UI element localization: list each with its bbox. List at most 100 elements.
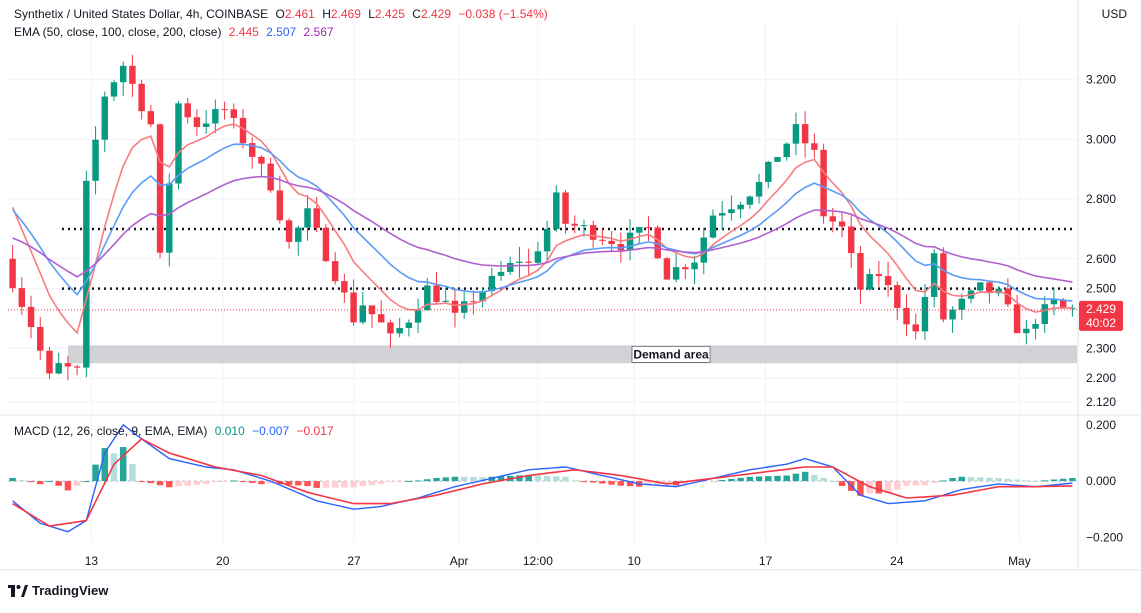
macd-histogram-bar [202, 481, 210, 485]
last-price-badge [1079, 300, 1123, 331]
candle-body [331, 261, 339, 282]
macd-signal-value: −0.017 [296, 424, 334, 438]
candle-body [1023, 328, 1030, 334]
currency-label: USD [1101, 7, 1127, 21]
candle-body [166, 183, 173, 253]
macd-histogram-bar [405, 480, 413, 482]
macd-histogram-bar [746, 476, 754, 482]
macd-histogram-bar [571, 480, 578, 482]
macd-histogram-bar [967, 477, 975, 482]
candle-body [682, 267, 689, 270]
close-label: C [412, 7, 421, 21]
macd-histogram-bar [709, 481, 717, 483]
candle-body [1041, 304, 1048, 325]
candle-body [728, 209, 735, 214]
time-tick-label: May [1008, 554, 1031, 568]
candle-body [55, 363, 62, 374]
macd-histogram-bar [470, 477, 477, 482]
candle-body [774, 157, 781, 162]
demand-label-box [631, 346, 711, 363]
price-tick-label: 2.600 [1086, 252, 1116, 266]
macd-histogram-bar [55, 481, 62, 486]
macd-histogram-bar [1050, 479, 1058, 482]
candle-body [129, 65, 136, 84]
candle-body [230, 109, 238, 118]
candle-body [414, 310, 422, 323]
macd-histogram-bar [995, 477, 1002, 482]
candle-body [433, 285, 440, 302]
macd-histogram-bar [534, 475, 542, 482]
ema-200-line [12, 175, 1073, 283]
low-value: 2.425 [374, 7, 405, 21]
candle-body [202, 123, 210, 127]
macd-histogram-bar [801, 471, 809, 482]
macd-histogram-bar [838, 481, 846, 486]
macd-histogram-bar [313, 481, 320, 488]
candle-body [359, 305, 367, 323]
price-tick-label: 2.500 [1086, 282, 1116, 296]
candle-body [18, 288, 26, 307]
ema-50-line [11, 123, 1073, 335]
candle-body [553, 192, 560, 229]
macd-histogram-bar [37, 481, 44, 485]
macd-histogram-bar [1041, 480, 1048, 482]
macd-histogram-bar [543, 475, 551, 482]
macd-histogram-bar [949, 477, 956, 482]
candle-body [580, 225, 588, 227]
candle-body [147, 111, 155, 125]
macd-histogram-bar [1059, 478, 1067, 482]
macd-histogram-bar [525, 474, 532, 482]
candle-body [921, 296, 929, 332]
candle-body [497, 271, 505, 276]
candle-body [672, 267, 680, 280]
macd-tick-label: 0.200 [1086, 418, 1116, 432]
tradingview-logo[interactable]: TradingView [8, 583, 108, 598]
candle-body [829, 216, 837, 222]
high-label: H [322, 7, 331, 21]
ema200-value: 2.567 [303, 25, 334, 39]
candle-body [543, 228, 551, 252]
candle-body [424, 285, 431, 311]
candle-body [930, 253, 938, 297]
macd-histogram-bar [921, 481, 929, 486]
candle-body [193, 117, 201, 127]
candle-body [221, 109, 228, 111]
candle-body [304, 208, 311, 228]
candle-body [451, 300, 459, 313]
macd-line-value: −0.007 [252, 424, 290, 438]
macd-histogram-bar [166, 481, 173, 488]
macd-histogram-bar [958, 476, 966, 482]
candle-body [156, 124, 164, 253]
macd-histogram-bar [451, 476, 459, 482]
candle-body [912, 324, 919, 332]
candle-body [1013, 304, 1021, 334]
macd-histogram-bar [737, 477, 744, 482]
candle-body [894, 285, 901, 308]
candle-body [258, 156, 265, 164]
macd-histogram-bar [350, 481, 357, 488]
candle-body [285, 220, 293, 242]
macd-legend: MACD (12, 26, close, 9, EMA, EMA) 0.010 … [14, 424, 338, 438]
candle-body [820, 149, 827, 217]
candle-body [212, 109, 219, 124]
macd-histogram-bar [285, 481, 293, 485]
candle-body [350, 292, 357, 323]
candle-body [691, 262, 698, 270]
candle-body [83, 180, 90, 368]
macd-histogram-bar [27, 481, 35, 483]
candle-body [92, 139, 99, 181]
candle-body [599, 239, 606, 241]
macd-histogram-bar [977, 477, 984, 482]
ema100-value: 2.507 [266, 25, 297, 39]
macd-histogram-bar [792, 473, 800, 482]
macd-histogram-bar [774, 475, 781, 482]
candle-body [866, 274, 873, 290]
ema50-value: 2.445 [228, 25, 259, 39]
candle-body [709, 215, 717, 238]
candle-body [101, 96, 108, 140]
ema-label: EMA (50, close, 100, close, 200, close) [14, 25, 222, 39]
candle-body [562, 192, 569, 224]
ema-100-line [11, 143, 1073, 302]
candle-body [645, 227, 652, 229]
